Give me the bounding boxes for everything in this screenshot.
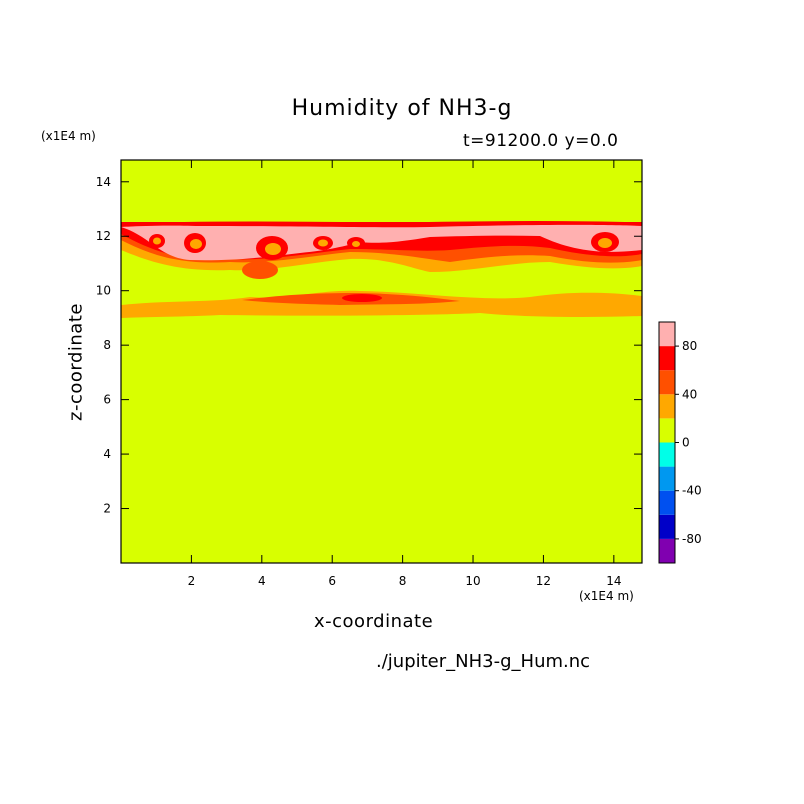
contour-cell-6-core [598,238,612,248]
contour-cell-40-60 [242,261,278,279]
colorbar: -80 -40 0 40 80 [658,321,702,564]
contour-cell-60-80 [342,294,382,302]
x-tick-label: 6 [328,574,336,588]
x-tick-label: 8 [399,574,407,588]
y-tick-label: 8 [103,338,111,352]
colorbar-tick-label: -40 [682,484,702,498]
y-axis-ticks: 2 4 6 8 10 12 14 [96,175,642,516]
colorbar-segment [659,322,675,347]
colorbar-segment [659,442,675,467]
contour-cell-2-core [190,239,202,249]
colorbar-segment [659,418,675,443]
y-tick-label: 14 [96,175,111,189]
colorbar-segment [659,514,675,539]
contour-cell-3-core [265,243,281,255]
contour-cell-4-core [318,239,328,247]
colorbar-segment [659,346,675,371]
x-tick-label: 2 [188,574,196,588]
colorbar-segment [659,490,675,515]
y-tick-label: 6 [103,393,111,407]
contour-band-80-100 [121,224,642,261]
chart-title: Humidity of NH3-g [291,96,513,121]
x-axis-ticks: 2 4 6 8 10 12 14 [188,160,621,588]
contour-band-top-edge [120,221,643,227]
y-axis-unit: (x1E4 m) [41,129,96,143]
chart-subtitle: t=91200.0 y=0.0 [463,131,619,151]
y-tick-label: 4 [103,447,111,461]
plot-frame [120,159,643,564]
colorbar-tick-label: 0 [682,436,690,450]
x-axis-unit: (x1E4 m) [579,589,634,603]
contour-cell-1-core [153,237,161,245]
colorbar-segment [659,370,675,395]
colorbar-segment [659,538,675,563]
x-axis-label: x-coordinate [314,611,434,632]
contour-cell-5-core [352,241,360,247]
plot-area [120,160,643,563]
source-filename: ./jupiter_NH3-g_Hum.nc [376,651,591,672]
x-tick-label: 10 [465,574,480,588]
y-tick-label: 2 [103,502,111,516]
colorbar-tick-label: 40 [682,387,697,401]
colorbar-tick-label: 80 [682,339,697,353]
x-tick-label: 12 [536,574,551,588]
colorbar-segment [659,394,675,419]
colorbar-tick-label: -80 [682,532,702,546]
x-tick-label: 4 [258,574,266,588]
background-fill [121,160,642,563]
y-tick-label: 12 [96,229,111,243]
y-tick-label: 10 [96,284,111,298]
colorbar-segment [659,466,675,491]
x-tick-label: 14 [606,574,621,588]
